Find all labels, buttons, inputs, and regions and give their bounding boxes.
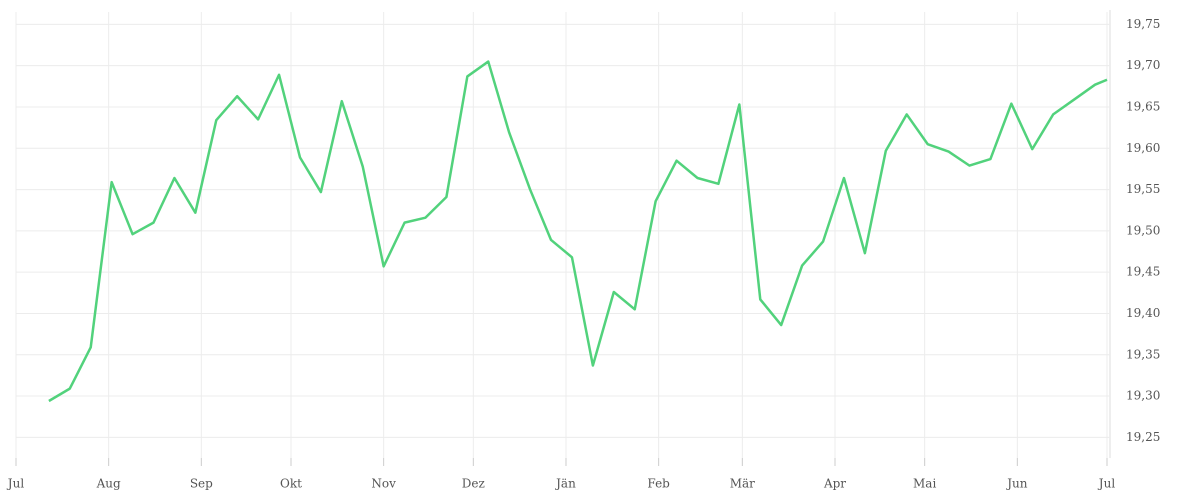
x-tick-label: Nov (371, 477, 396, 491)
y-tick-label: 19,30 (1126, 389, 1160, 403)
y-tick-label: 19,35 (1126, 347, 1160, 361)
y-tick-label: 19,55 (1126, 182, 1160, 196)
x-tick-label: Mai (913, 477, 936, 491)
x-tick-label: Jul (6, 477, 25, 491)
y-tick-label: 19,50 (1126, 223, 1160, 237)
y-tick-label: 19,40 (1126, 306, 1160, 320)
y-tick-label: 19,70 (1126, 58, 1160, 72)
y-tick-label: 19,25 (1126, 430, 1160, 444)
x-tick-label: Dez (462, 477, 485, 491)
x-tick-label: Jun (1005, 477, 1028, 491)
x-tick-label: Aug (96, 477, 121, 491)
x-tick-label: Apr (823, 477, 846, 491)
x-tick-label: Feb (647, 477, 670, 491)
y-tick-label: 19,75 (1126, 17, 1160, 31)
y-tick-label: 19,65 (1126, 99, 1160, 113)
x-tick-label: Jul (1097, 477, 1116, 491)
x-tick-label: Mär (730, 477, 755, 491)
x-tick-label: Okt (280, 477, 302, 491)
y-tick-label: 19,60 (1126, 141, 1160, 155)
x-tick-label: Jän (554, 477, 576, 491)
line-series (48, 60, 1108, 403)
y-tick-label: 19,45 (1126, 265, 1160, 279)
x-tick-label: Sep (190, 477, 213, 491)
